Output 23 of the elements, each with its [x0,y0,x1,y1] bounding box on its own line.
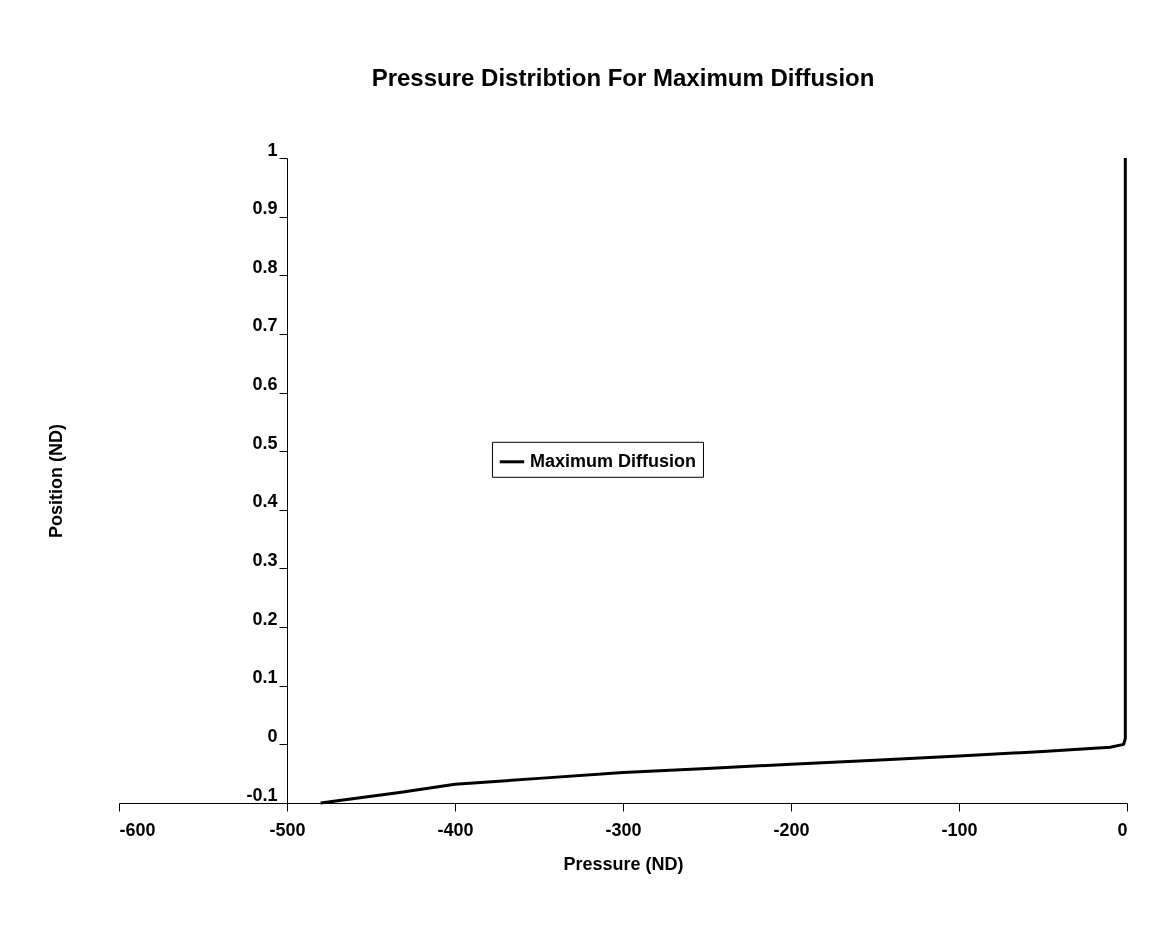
y-tick-label: 0.1 [252,667,278,688]
y-tick-label: 1 [267,139,278,160]
x-tick-label: -100 [941,819,978,840]
x-tick-label: -400 [437,819,474,840]
x-tick-label: 0 [1117,819,1128,840]
x-tick-label: -200 [773,819,810,840]
y-tick-label: 0 [267,725,278,746]
x-tick-label: -600 [119,819,156,840]
y-tick-label: 0.3 [252,549,278,570]
y-tick-label: 0.5 [252,432,278,453]
y-tick-label: 0.6 [252,374,278,395]
legend-label: Maximum Diffusion [529,450,696,471]
chart-title: Pressure Distribtion For Maximum Diffusion [371,64,875,91]
x-axis-title: Pressure (ND) [563,853,684,874]
y-tick-label: 0.7 [252,315,278,336]
y-tick-label: 0.2 [252,608,278,629]
y-tick-label: 0.4 [252,491,278,512]
y-tick-label: 0.9 [252,198,278,219]
x-tick-label: -500 [269,819,306,840]
y-tick-label: 0.8 [252,256,278,277]
y-tick-label: -0.1 [246,784,278,805]
x-tick-label: -300 [605,819,642,840]
y-axis-title: Position (ND) [45,424,66,538]
